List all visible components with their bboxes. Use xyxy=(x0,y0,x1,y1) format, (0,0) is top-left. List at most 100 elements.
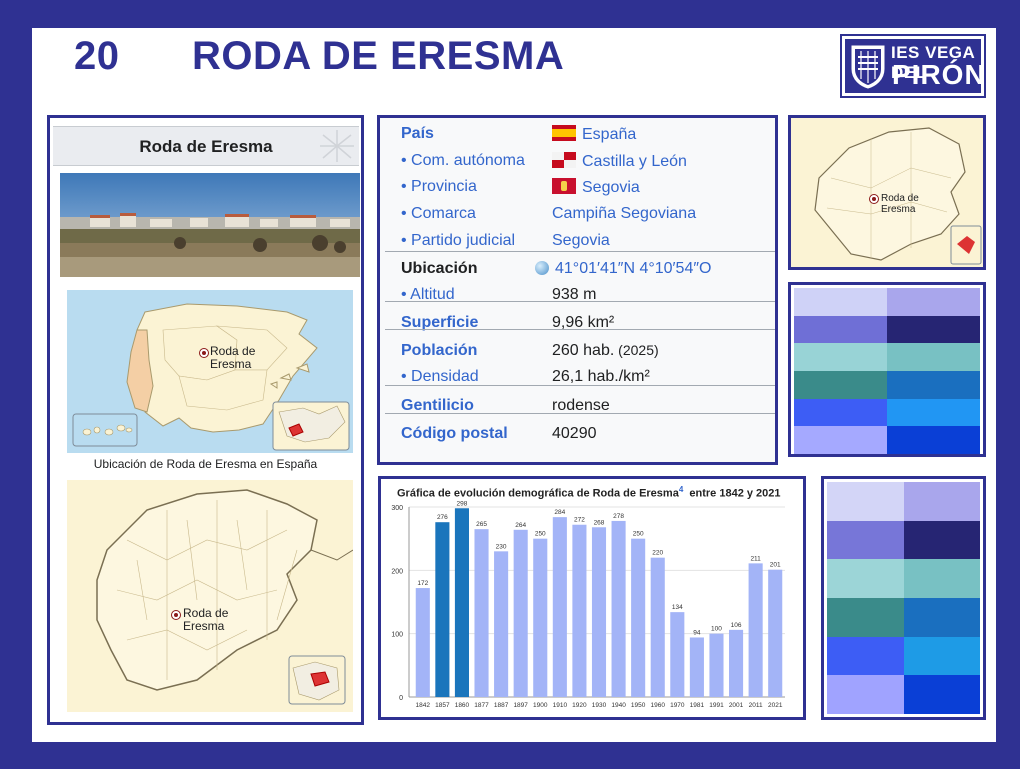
data-label: 172 xyxy=(417,580,428,587)
x-tick-label: 1930 xyxy=(592,702,607,709)
y-tick-label: 200 xyxy=(391,568,403,575)
spain-flag-icon xyxy=(552,125,576,141)
color-swatch xyxy=(903,675,980,714)
info-row-key[interactable]: • Altitud xyxy=(401,286,455,303)
color-swatch xyxy=(887,315,980,344)
info-row-value: 260 hab. (2025) xyxy=(552,342,659,359)
data-label: 106 xyxy=(731,622,742,629)
chart-bar xyxy=(631,538,646,697)
chart-title-ref: 4 xyxy=(678,485,684,494)
chart-bar xyxy=(572,524,587,697)
info-row-key[interactable]: • Comarca xyxy=(401,205,476,222)
info-row-key[interactable]: • Densidad xyxy=(401,368,479,385)
chart-bar xyxy=(611,520,626,697)
location-pin xyxy=(171,610,181,620)
infobox-panel: Roda de Eresma xyxy=(47,115,364,725)
logo-line1: IES VEGA DEL xyxy=(891,43,975,82)
info-row-value[interactable]: Castilla y León xyxy=(552,152,687,171)
location-pin xyxy=(869,194,879,204)
info-row-value[interactable]: Campiña Segoviana xyxy=(552,205,697,222)
small-map-label: Roda de Eresma xyxy=(881,193,919,215)
chart-bar xyxy=(748,563,763,697)
info-row-value: 40290 xyxy=(552,425,597,442)
info-row-value[interactable]: Segovia xyxy=(552,178,640,197)
y-tick-label: 300 xyxy=(391,505,403,512)
color-swatch xyxy=(887,288,980,316)
color-swatch xyxy=(794,343,887,371)
chart-bar xyxy=(415,588,430,697)
x-tick-label: 1897 xyxy=(513,702,528,709)
chart-bar xyxy=(435,522,450,697)
x-tick-label: 1857 xyxy=(435,702,450,709)
infobox-header-title: Roda de Eresma xyxy=(139,137,273,156)
chart-bar xyxy=(533,538,548,697)
info-row-key[interactable]: País xyxy=(401,125,434,142)
map-caption: Ubicación de Roda de Eresma en España xyxy=(93,457,318,471)
small-map-panel: Roda de Eresma xyxy=(788,115,986,270)
x-tick-label: 2021 xyxy=(768,702,783,709)
segovia-flag-icon xyxy=(552,178,576,194)
data-label: 250 xyxy=(535,531,546,538)
data-label: 278 xyxy=(613,513,624,520)
chart-title-text: Gráfica de evolución demográfica de Roda… xyxy=(397,487,679,500)
row-divider xyxy=(385,251,775,252)
x-tick-label: 1970 xyxy=(670,702,685,709)
infobox-header: Roda de Eresma xyxy=(53,126,359,166)
x-tick-label: 1842 xyxy=(416,702,431,709)
town-photo xyxy=(60,173,360,277)
chart-bar xyxy=(513,529,528,697)
x-tick-label: 2011 xyxy=(749,702,763,709)
chart-bar xyxy=(689,637,704,697)
data-label: 284 xyxy=(554,509,565,516)
info-row-key[interactable]: • Partido judicial xyxy=(401,232,516,249)
color-swatch xyxy=(794,371,887,399)
data-label: 230 xyxy=(496,543,507,550)
row-divider xyxy=(385,413,775,414)
location-pin xyxy=(199,348,209,358)
chart-title-suffix: entre 1842 y 2021 xyxy=(689,487,781,500)
color-swatch xyxy=(887,398,980,427)
info-row-value[interactable]: Segovia xyxy=(552,232,610,249)
chart-bar xyxy=(670,612,685,697)
info-row-key[interactable]: • Provincia xyxy=(401,178,477,195)
color-swatch xyxy=(827,559,904,598)
info-row-value[interactable]: España xyxy=(552,125,636,144)
school-logo: IES VEGA DEL PIRÓN xyxy=(840,34,986,98)
chart-bar xyxy=(709,633,724,697)
x-tick-label: 1960 xyxy=(651,702,666,709)
color-swatch xyxy=(794,426,887,454)
color-swatch xyxy=(794,288,887,316)
data-label: 100 xyxy=(711,626,722,633)
data-label: 268 xyxy=(594,519,605,526)
chart-bar xyxy=(552,517,567,697)
data-label: 272 xyxy=(574,517,585,524)
y-tick-label: 100 xyxy=(391,632,403,639)
data-label: 201 xyxy=(770,562,781,569)
row-divider xyxy=(385,329,775,330)
data-label: 211 xyxy=(750,555,761,562)
info-row-value[interactable]: 41°01′41″N 4°10′54″O xyxy=(535,260,711,278)
info-row-key[interactable]: • Com. autónoma xyxy=(401,152,525,169)
row-divider xyxy=(385,385,775,386)
info-row-key[interactable]: Población xyxy=(401,342,478,359)
color-palette-2 xyxy=(821,476,986,720)
spain-map: Roda de Eresma xyxy=(67,290,353,453)
x-tick-label: 1981 xyxy=(690,702,705,709)
info-row-key[interactable]: Código postal xyxy=(401,425,508,442)
data-label: 298 xyxy=(457,501,468,507)
infobox-table-panel: País España • Com. autónoma Castilla y León… xyxy=(377,115,778,465)
x-tick-label: 1920 xyxy=(572,702,587,709)
crest-icon xyxy=(851,45,885,89)
slide-title: RODA DE ERESMA xyxy=(192,34,565,78)
chart-title: Gráfica de evolución demográfica de Roda… xyxy=(397,485,781,500)
color-palette-1 xyxy=(788,282,986,457)
info-row-key[interactable]: Gentilicio xyxy=(401,397,474,414)
color-swatch xyxy=(903,598,980,637)
data-label: 250 xyxy=(633,531,644,538)
data-label: 265 xyxy=(476,521,487,528)
x-tick-label: 2001 xyxy=(729,702,744,709)
info-row-key[interactable]: Superficie xyxy=(401,314,479,331)
cyl-flag-icon xyxy=(552,152,576,168)
slide-number: 20 xyxy=(74,34,120,78)
data-label: 94 xyxy=(693,629,701,636)
